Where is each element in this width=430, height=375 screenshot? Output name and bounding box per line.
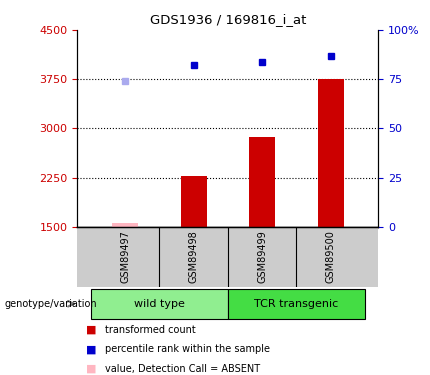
Bar	[91, 289, 228, 319]
Title: GDS1936 / 169816_i_at: GDS1936 / 169816_i_at	[150, 13, 306, 26]
Text: ■: ■	[86, 364, 96, 374]
Bar	[181, 176, 207, 227]
Bar	[228, 289, 365, 319]
Text: GSM89500: GSM89500	[326, 230, 335, 284]
Text: TCR transgenic: TCR transgenic	[254, 299, 338, 309]
Text: ■: ■	[86, 345, 96, 354]
Text: GSM89498: GSM89498	[189, 231, 199, 283]
Text: percentile rank within the sample: percentile rank within the sample	[105, 345, 270, 354]
Text: GSM89497: GSM89497	[120, 230, 130, 284]
Text: value, Detection Call = ABSENT: value, Detection Call = ABSENT	[105, 364, 261, 374]
Text: wild type: wild type	[134, 299, 185, 309]
Bar	[317, 79, 344, 227]
Bar	[112, 223, 138, 227]
Bar	[249, 137, 275, 227]
Text: ■: ■	[86, 325, 96, 335]
Text: genotype/variation: genotype/variation	[4, 299, 97, 309]
Text: transformed count: transformed count	[105, 325, 196, 335]
Text: GSM89499: GSM89499	[257, 231, 267, 283]
